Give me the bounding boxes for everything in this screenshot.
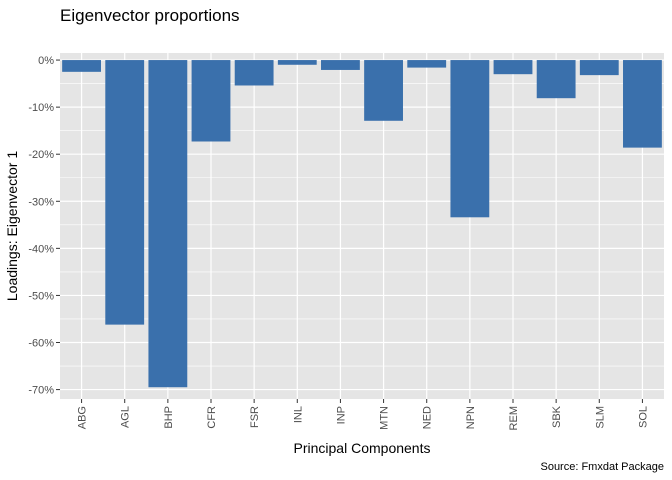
x-tick-label: INP bbox=[335, 406, 347, 424]
bar-sol bbox=[623, 60, 662, 148]
x-tick-label: REM bbox=[508, 406, 520, 430]
bar-agl bbox=[105, 60, 145, 325]
bar-rem bbox=[493, 60, 533, 75]
x-tick-label: MTN bbox=[379, 406, 391, 430]
bar-ned bbox=[407, 60, 447, 68]
bar-cfr bbox=[191, 60, 231, 142]
x-tick-label: SBK bbox=[551, 405, 563, 428]
y-tick-label: -20% bbox=[28, 149, 54, 161]
y-tick-label: -50% bbox=[28, 290, 54, 302]
x-axis-title: Principal Components bbox=[294, 440, 431, 456]
bar-inl bbox=[277, 60, 317, 65]
x-tick-label: CFR bbox=[206, 406, 218, 429]
bar-inp bbox=[321, 60, 360, 70]
bar-abg bbox=[62, 60, 101, 72]
chart-title: Eigenvector proportions bbox=[60, 6, 240, 25]
x-tick-label: NED bbox=[422, 406, 434, 429]
bar-bhp bbox=[148, 60, 188, 388]
y-tick-label: -30% bbox=[28, 196, 54, 208]
x-tick-label: ABG bbox=[77, 406, 89, 429]
bar-fsr bbox=[234, 60, 274, 86]
x-tick-label: INL bbox=[292, 406, 304, 423]
y-tick-label: 0% bbox=[38, 55, 54, 67]
bar-mtn bbox=[364, 60, 403, 121]
x-tick-label: SLM bbox=[594, 406, 606, 429]
x-tick-label: SOL bbox=[637, 406, 649, 428]
y-tick-label: -10% bbox=[28, 102, 54, 114]
x-tick-label: BHP bbox=[163, 406, 175, 429]
y-axis-title: Loadings: Eigenvector 1 bbox=[4, 151, 20, 301]
y-tick-label: -70% bbox=[28, 385, 54, 397]
bar-slm bbox=[579, 60, 619, 76]
caption: Source: Fmxdat Package bbox=[540, 461, 664, 473]
y-tick-label: -40% bbox=[28, 243, 54, 255]
y-tick-label: -60% bbox=[28, 338, 54, 350]
x-axis: ABG AGL BHP CFR FSR INL INP MTN NED NPN REM SBK SLM S… bbox=[77, 399, 649, 430]
bar-npn bbox=[450, 60, 490, 218]
x-tick-label: FSR bbox=[249, 406, 261, 428]
bar-sbk bbox=[536, 60, 576, 99]
x-tick-label: NPN bbox=[465, 406, 477, 429]
bars bbox=[62, 60, 662, 388]
x-tick-label: AGL bbox=[120, 406, 132, 428]
y-axis: 0% -10% -20% -30% -40% -50% -60% -70% bbox=[28, 55, 60, 397]
